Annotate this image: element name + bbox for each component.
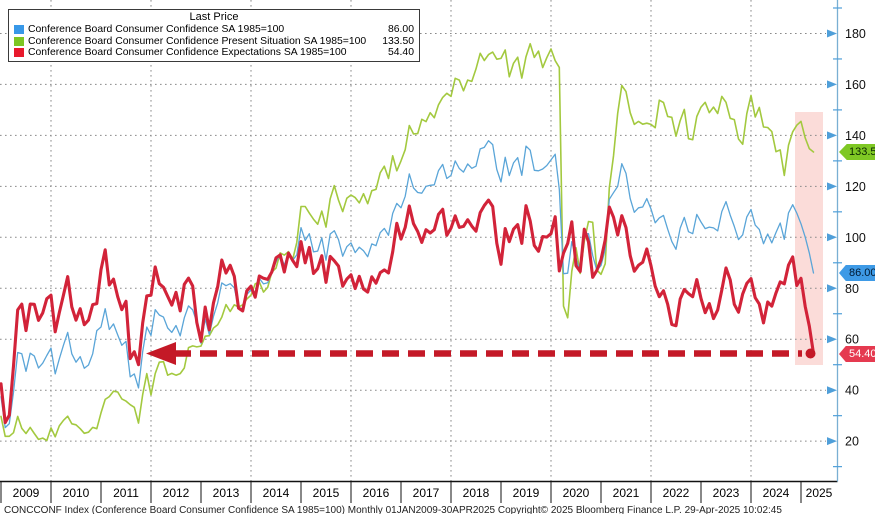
y-axis-tick-arrow bbox=[827, 386, 837, 395]
legend-item-value: 54.40 bbox=[387, 47, 414, 59]
y-axis-tick-arrow bbox=[827, 80, 837, 89]
legend-item-label: Conference Board Consumer Confidence Pre… bbox=[28, 35, 367, 47]
x-axis-year-label: 2015 bbox=[312, 486, 340, 500]
y-axis-label: 140 bbox=[845, 129, 866, 143]
legend-swatch bbox=[14, 48, 24, 58]
x-axis-year-label: 2014 bbox=[262, 486, 290, 500]
x-axis-year-label: 2010 bbox=[62, 486, 90, 500]
y-axis-label: 120 bbox=[845, 180, 866, 194]
last-price-badge: 54.40 bbox=[839, 346, 875, 362]
y-axis-tick-arrow bbox=[827, 335, 837, 344]
series-line-confidence bbox=[0, 140, 815, 429]
y-axis-label: 40 bbox=[845, 384, 859, 398]
y-axis-tick-arrow bbox=[827, 284, 837, 293]
x-axis-year-label: 2020 bbox=[562, 486, 590, 500]
legend-item-label: Conference Board Consumer Confidence Exp… bbox=[28, 47, 347, 59]
x-axis-year-label: 2012 bbox=[162, 486, 190, 500]
y-axis-label: 180 bbox=[845, 27, 866, 41]
legend-item-value: 133.50 bbox=[382, 35, 414, 47]
x-axis-year-label: 2022 bbox=[662, 486, 690, 500]
series-line-present-situation bbox=[0, 42, 815, 442]
legend-swatch bbox=[14, 25, 24, 35]
y-axis-tick-arrow bbox=[827, 233, 837, 242]
y-axis-label: 20 bbox=[845, 435, 859, 449]
series-line-expectations bbox=[0, 198, 816, 425]
legend-swatch bbox=[14, 36, 24, 46]
legend-item-2[interactable]: Conference Board Consumer Confidence Exp… bbox=[14, 47, 414, 59]
legend-item-label: Conference Board Consumer Confidence SA … bbox=[28, 24, 285, 35]
series-end-dot bbox=[805, 348, 816, 359]
last-price-badge: 86.00 bbox=[839, 265, 875, 281]
y-axis-label: 100 bbox=[845, 231, 866, 245]
x-axis-year-label: 2019 bbox=[512, 486, 540, 500]
legend-title: Last Price bbox=[189, 11, 239, 23]
y-axis-tick-arrow bbox=[827, 182, 837, 191]
x-axis-year-label: 2021 bbox=[612, 486, 640, 500]
x-axis-year-label: 2023 bbox=[712, 486, 740, 500]
x-axis-year-label: 2013 bbox=[212, 486, 240, 500]
y-axis-tick-arrow bbox=[827, 437, 837, 446]
x-axis-year-label: 2017 bbox=[412, 486, 440, 500]
dashed-arrow-head bbox=[146, 342, 176, 365]
y-axis-label: 60 bbox=[845, 333, 859, 347]
legend-item-1[interactable]: Conference Board Consumer Confidence Pre… bbox=[14, 36, 414, 48]
legend-item-0[interactable]: Conference Board Consumer Confidence SA … bbox=[14, 24, 414, 36]
last-price-badge: 133.50 bbox=[839, 144, 875, 160]
legend-item-value: 86.00 bbox=[387, 24, 414, 35]
x-axis-year-label: 2011 bbox=[113, 486, 139, 500]
y-axis-tick-arrow bbox=[827, 131, 837, 140]
x-axis-year-label: 2025 bbox=[805, 486, 833, 500]
y-axis-tick-arrow bbox=[827, 29, 837, 38]
x-axis-year-label: 2016 bbox=[362, 486, 390, 500]
y-axis-label: 160 bbox=[845, 78, 866, 92]
clipped-footer-text: CONCCONF Index (Conference Board Consume… bbox=[4, 505, 782, 514]
y-axis-label: 80 bbox=[845, 282, 859, 296]
legend-box: Last Price Conference Board Consumer Con… bbox=[8, 9, 420, 62]
x-axis-year-label: 2009 bbox=[12, 486, 40, 500]
x-axis-year-label: 2024 bbox=[762, 486, 790, 500]
x-axis-year-label: 2018 bbox=[462, 486, 490, 500]
